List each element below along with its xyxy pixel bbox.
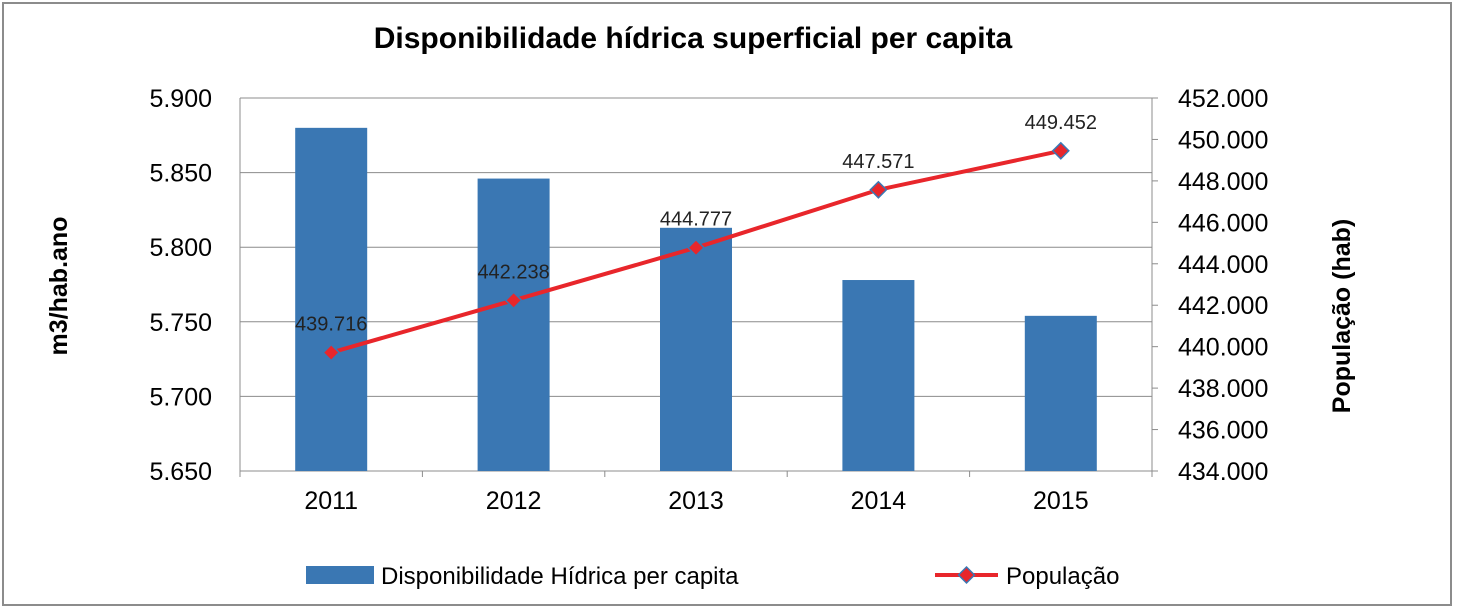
left-tick-label: 5.700 (149, 383, 212, 411)
data-label: 439.716 (295, 314, 367, 336)
data-label: 447.571 (842, 151, 914, 173)
x-tick-label: 2015 (1033, 487, 1089, 515)
bar-series (295, 127, 1097, 471)
right-tick-label: 440.000 (1178, 334, 1268, 362)
right-tick-label: 434.000 (1178, 458, 1268, 486)
legend-bar-swatch (306, 566, 374, 584)
left-tick-label: 5.900 (149, 85, 212, 113)
bar (842, 280, 915, 471)
legend-line-marker (957, 565, 976, 585)
right-tick-label: 446.000 (1178, 209, 1268, 237)
right-tick-label: 444.000 (1178, 251, 1268, 279)
left-tick-label: 5.750 (149, 309, 212, 337)
left-tick-label: 5.850 (149, 160, 212, 188)
line-point (869, 180, 888, 199)
x-tick-label: 2013 (668, 487, 724, 515)
data-label: 449.452 (1025, 112, 1097, 134)
legend-line-label: População (1006, 563, 1119, 590)
line-point (1051, 141, 1070, 160)
bar (660, 227, 732, 471)
line-point (686, 238, 706, 257)
bar (477, 178, 550, 471)
line-point (504, 291, 523, 310)
right-tick-label: 438.000 (1178, 375, 1268, 403)
tick-labels: 5.650 5.700 5.750 5.800 5.850 5.900 434.000 436… (149, 85, 1268, 515)
data-label: 444.777 (660, 209, 732, 231)
left-tick-label: 5.800 (149, 234, 212, 262)
line-point (322, 343, 341, 362)
left-axis-title: m3/hab.ano (45, 217, 73, 356)
bar (295, 127, 368, 471)
right-tick-label: 436.000 (1178, 417, 1268, 445)
right-tick-label: 450.000 (1178, 126, 1268, 154)
data-label: 442.238 (477, 261, 549, 283)
left-tick-label: 5.650 (149, 458, 212, 486)
bar (1024, 315, 1097, 471)
x-tick-label: 2011 (304, 487, 358, 515)
legend: Disponibilidade Hídrica per capita Popul… (306, 563, 1119, 590)
right-tick-label: 452.000 (1178, 85, 1268, 113)
x-tick-label: 2014 (851, 487, 907, 515)
right-tick-label: 448.000 (1178, 168, 1268, 196)
data-labels: 439.716 442.238 444.777 447.571 449.452 (295, 112, 1097, 336)
chart-title: Disponibilidade hídrica superficial per … (374, 22, 1013, 55)
right-axis-title: População (hab) (1328, 219, 1356, 413)
line-series (322, 141, 1070, 362)
legend-bar-label: Disponibilidade Hídrica per capita (381, 563, 739, 590)
right-tick-label: 442.000 (1178, 292, 1268, 320)
x-tick-label: 2012 (486, 487, 542, 515)
